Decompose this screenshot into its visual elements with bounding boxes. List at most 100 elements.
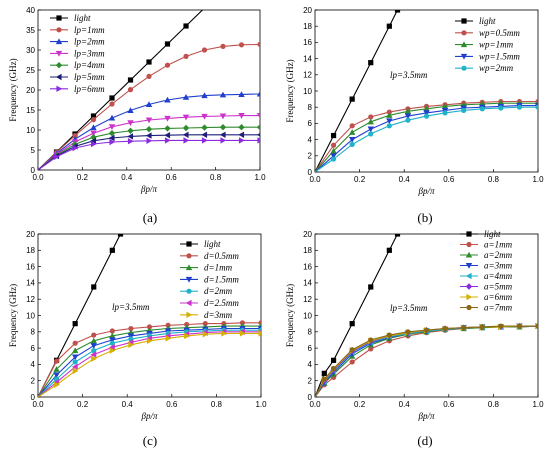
x-tick-label: 0.0: [32, 173, 44, 182]
y-tick-label: 8: [31, 328, 36, 337]
y-tick-label: 0: [308, 168, 313, 177]
data-point: [461, 325, 467, 331]
legend-label: d=1.5mm: [204, 274, 239, 284]
y-tick-label: 8: [308, 103, 313, 112]
legend-label: light: [484, 229, 501, 239]
legend-label: wp=0.5mm: [479, 28, 520, 38]
chart-panel-a: 0 5 10 15 20 25 30 35 40 0.0 0.2 0.4 0.6 0.8 1.0 βp/π Fr…: [8, 6, 266, 225]
legend-label: a=5mm: [484, 282, 513, 292]
data-point: [367, 118, 374, 125]
y-tick-label: 18: [303, 22, 312, 31]
series-line: [315, 325, 538, 397]
legend-label: d=0.5mm: [204, 251, 239, 261]
data-point: [256, 113, 260, 119]
y-tick-label: 5: [31, 146, 36, 155]
data-point: [108, 114, 116, 121]
legend-label: d=2mm: [204, 286, 233, 296]
data-point: [349, 96, 355, 102]
y-tick-label: 4: [308, 135, 313, 144]
data-point: [330, 156, 337, 162]
data-point: [184, 332, 190, 340]
series-line: [315, 325, 538, 397]
data-point: [386, 109, 392, 115]
data-point: [164, 132, 171, 139]
data-point: [423, 105, 430, 112]
data-point: [321, 370, 327, 376]
data-point: [479, 324, 485, 330]
data-point: [127, 333, 135, 340]
legend-label: a=3mm: [484, 261, 513, 271]
data-point: [330, 142, 337, 148]
legend-label: lp=1mm: [74, 25, 105, 35]
data-point: [239, 320, 246, 326]
data-point: [238, 131, 245, 138]
legend-swatch-marker: [466, 293, 473, 301]
data-point: [146, 73, 152, 79]
x-tick-label: 0.6: [166, 173, 178, 182]
data-point: [71, 347, 79, 354]
y-tick-label: 14: [26, 279, 35, 288]
data-point: [109, 344, 115, 351]
data-point: [108, 130, 116, 137]
legend-swatch-marker: [460, 41, 468, 48]
y-tick-label: 20: [26, 86, 35, 95]
data-point: [349, 347, 355, 353]
legend-label: light: [479, 16, 496, 26]
y-tick-label: 4: [308, 360, 313, 369]
x-tick-label: 0.6: [443, 400, 455, 409]
x-tick-label: 1.0: [254, 173, 266, 182]
data-point: [404, 113, 412, 120]
x-tick-label: 0.2: [354, 400, 366, 409]
data-point: [219, 131, 226, 138]
y-tick-label: 0: [308, 393, 313, 402]
series-group: [315, 234, 538, 397]
y-tick-label: 12: [303, 71, 312, 80]
data-point: [394, 10, 401, 13]
data-point: [256, 124, 260, 131]
x-tick-label: 0.8: [211, 400, 223, 409]
x-axis-title: βp/π: [418, 411, 435, 421]
data-point: [423, 110, 430, 117]
panel-label: (c): [143, 433, 157, 448]
data-point: [145, 117, 153, 124]
data-point: [442, 110, 448, 116]
y-tick-label: 20: [303, 6, 312, 15]
x-tick-label: 0.4: [121, 173, 133, 182]
data-point: [164, 125, 171, 132]
legend-swatch-marker: [186, 288, 192, 294]
data-point: [127, 77, 134, 83]
data-point: [201, 124, 208, 131]
legend-swatch-marker: [56, 15, 62, 21]
data-point: [164, 41, 171, 47]
data-point: [201, 137, 208, 144]
y-tick-label: 6: [308, 119, 313, 128]
data-point: [53, 153, 60, 160]
x-axis-title: βp/π: [140, 184, 157, 194]
data-point: [405, 329, 411, 335]
legend-label: wp=1.5mm: [479, 51, 520, 61]
data-point: [423, 327, 430, 333]
legend-label: a=7mm: [484, 303, 513, 313]
legend-label: lp=4mm: [74, 60, 105, 70]
data-point: [90, 113, 97, 119]
data-point: [53, 358, 60, 364]
data-point: [127, 87, 134, 93]
y-tick-label: 16: [26, 262, 35, 271]
data-point: [330, 365, 337, 372]
data-point: [71, 354, 79, 361]
data-point: [330, 147, 337, 154]
series-group: [38, 234, 261, 397]
data-point: [201, 113, 208, 120]
data-point: [368, 131, 374, 137]
x-tick-label: 1.0: [532, 400, 544, 409]
data-point: [54, 381, 60, 388]
data-point: [128, 325, 134, 332]
data-point: [109, 332, 116, 339]
legend-swatch-marker: [56, 27, 62, 33]
data-point: [127, 138, 134, 145]
data-point: [117, 234, 124, 237]
y-tick-label: 2: [308, 377, 313, 386]
